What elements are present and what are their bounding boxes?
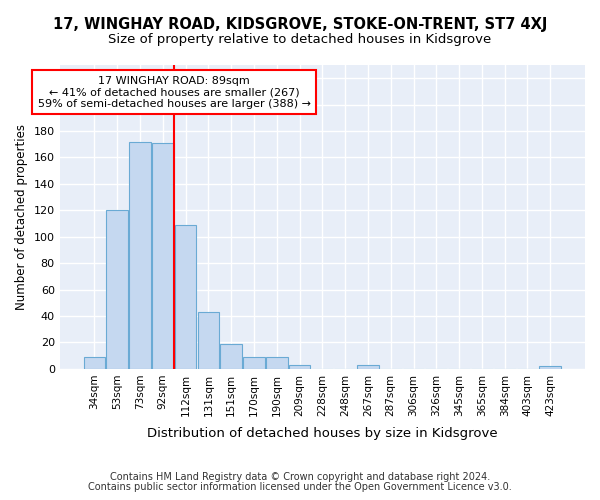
Bar (129, 142, 151, 369)
Bar (243, 357, 265, 369)
Bar (175, 225, 196, 369)
Bar (83, 357, 105, 369)
Text: Contains HM Land Registry data © Crown copyright and database right 2024.: Contains HM Land Registry data © Crown c… (110, 472, 490, 482)
Bar (220, 344, 242, 369)
Y-axis label: Number of detached properties: Number of detached properties (15, 124, 28, 310)
Bar (357, 365, 379, 369)
Text: Contains public sector information licensed under the Open Government Licence v3: Contains public sector information licen… (88, 482, 512, 492)
Text: 17 WINGHAY ROAD: 89sqm
← 41% of detached houses are smaller (267)
59% of semi-de: 17 WINGHAY ROAD: 89sqm ← 41% of detached… (38, 76, 311, 109)
Bar (266, 357, 287, 369)
Text: Size of property relative to detached houses in Kidsgrove: Size of property relative to detached ho… (109, 32, 491, 46)
Bar (289, 365, 310, 369)
Bar (106, 210, 128, 369)
Text: 17, WINGHAY ROAD, KIDSGROVE, STOKE-ON-TRENT, ST7 4XJ: 17, WINGHAY ROAD, KIDSGROVE, STOKE-ON-TR… (53, 18, 547, 32)
Bar (539, 366, 561, 369)
Bar (152, 143, 173, 369)
Bar (197, 312, 219, 369)
X-axis label: Distribution of detached houses by size in Kidsgrove: Distribution of detached houses by size … (147, 427, 497, 440)
